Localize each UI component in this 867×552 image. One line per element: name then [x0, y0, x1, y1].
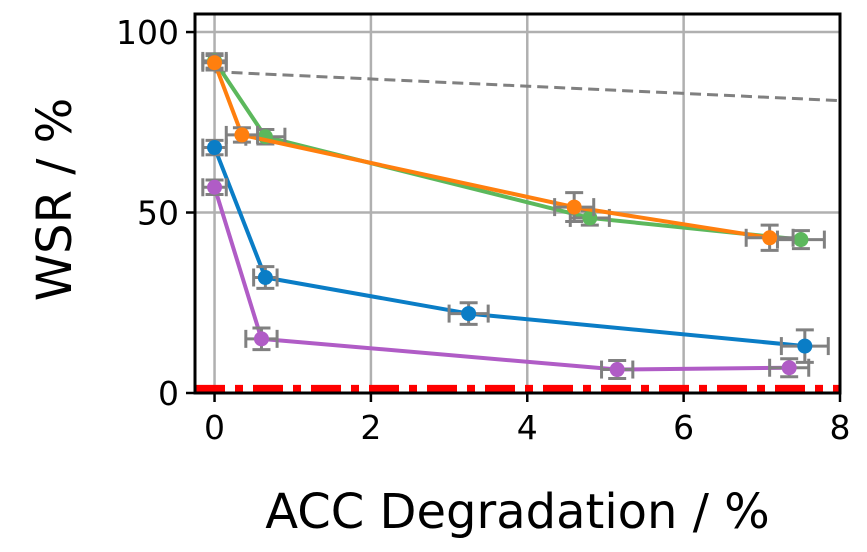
series-line-green: [212, 59, 802, 242]
series-orange: [201, 53, 795, 252]
y-tick-label: 50: [137, 194, 179, 233]
series-purple: [201, 178, 811, 381]
data-point-blue: [461, 306, 477, 322]
data-point-orange: [207, 55, 223, 71]
data-point-orange: [234, 127, 250, 143]
y-axis-label: WSR / %: [27, 98, 83, 302]
x-tick-label: 0: [204, 408, 225, 447]
x-tick-label: 2: [360, 408, 381, 447]
x-tick-label: 8: [830, 408, 851, 447]
x-axis-label: ACC Degradation / %: [265, 484, 770, 540]
data-point-orange: [566, 199, 582, 215]
data-point-purple: [609, 362, 625, 378]
y-tick-label: 100: [116, 13, 179, 52]
reference-lines-layer: [195, 70, 841, 394]
series-layer: [201, 51, 830, 381]
series-line-blue: [212, 146, 806, 349]
data-point-purple: [253, 331, 269, 347]
tick-layer: 0 2 4 6 8 0 50 100: [116, 13, 851, 447]
series-line-gray-reference: [214, 70, 841, 103]
series-blue: [201, 138, 830, 364]
data-point-blue: [207, 140, 223, 156]
data-point-blue: [797, 338, 813, 354]
data-point-purple: [207, 179, 223, 195]
y-tick-label: 0: [158, 374, 179, 413]
data-point-purple: [781, 360, 797, 376]
x-tick-label: 6: [673, 408, 694, 447]
data-point-blue: [257, 269, 273, 285]
data-point-orange: [762, 230, 778, 246]
x-tick-label: 4: [517, 408, 538, 447]
data-point-green: [793, 232, 809, 248]
series-line-orange: [212, 62, 770, 240]
series-line-purple: [212, 186, 790, 372]
plot-frame: [193, 12, 842, 395]
